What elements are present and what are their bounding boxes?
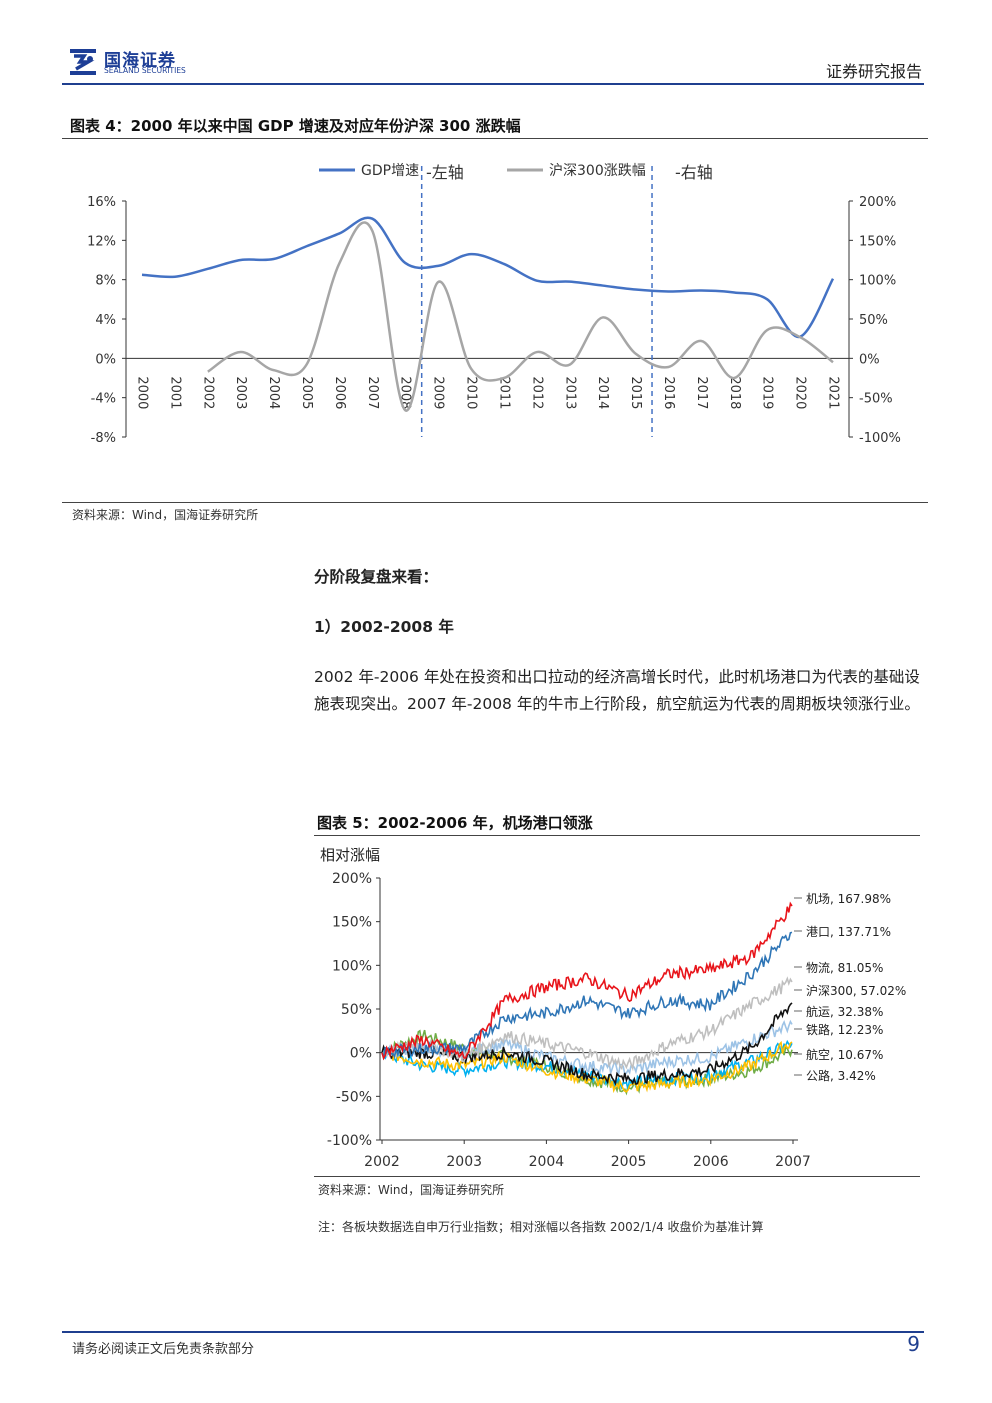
end-label: 物流, 81.05% — [806, 961, 883, 975]
x-tick-label: 2012 — [529, 376, 544, 409]
figure5-top-rule — [314, 835, 920, 836]
x-tick-label: 2003 — [233, 376, 248, 409]
figure5-title: 图表 5：2002-2006 年，机场港口领涨 — [317, 814, 593, 832]
y-tick-label: 200% — [332, 871, 372, 887]
legend-axis-label: -左轴 — [426, 163, 464, 182]
x-tick-label: 2017 — [694, 376, 709, 409]
right-tick-label: -100% — [859, 431, 901, 446]
header-rule — [62, 83, 924, 85]
x-tick-label: 2020 — [793, 376, 808, 409]
y-tick-label: -100% — [327, 1133, 372, 1149]
x-tick-label: 2002 — [364, 1154, 400, 1170]
section-paragraph: 2002 年-2006 年处在投资和出口拉动的经济高增长时代，此时机场港口为代表… — [314, 668, 920, 713]
x-tick-label: 2007 — [775, 1154, 811, 1170]
figure5-chart: 相对涨幅 200% 150% 100% 50% 0% -50% -100% 2002 2003 20… — [320, 846, 906, 1170]
x-tick-label: 2010 — [464, 376, 479, 409]
section-heading: 分阶段复盘来看： — [314, 568, 439, 586]
footer-rule — [62, 1331, 924, 1333]
end-label: 沪深300, 57.02% — [806, 984, 906, 998]
section-subheading: 1）2002-2008 年 — [314, 618, 454, 636]
x-tick-label: 2005 — [611, 1154, 647, 1170]
left-tick-label: 4% — [95, 313, 116, 328]
logo-mark-icon — [70, 49, 96, 75]
end-label: 航运, 32.38% — [806, 1004, 883, 1019]
y-tick-label: -50% — [336, 1089, 372, 1105]
left-tick-label: 16% — [87, 195, 116, 210]
company-logo — [68, 47, 193, 77]
x-tick-label: 2015 — [628, 376, 643, 409]
end-label: 铁路, 12.23% — [806, 1022, 883, 1037]
series-line-2 — [207, 221, 834, 412]
x-tick-label: 2009 — [431, 376, 446, 409]
figure4-source: 资料来源：Wind，国海证券研究所 — [72, 508, 259, 522]
series-line-1 — [381, 901, 793, 1061]
left-tick-label: -4% — [91, 392, 116, 407]
x-tick-label: 2003 — [446, 1154, 482, 1170]
figure4-title: 图表 4：2000 年以来中国 GDP 增速及对应年份沪深 300 涨跌幅 — [70, 117, 521, 135]
left-tick-label: 8% — [95, 274, 116, 289]
x-tick-label: 2007 — [365, 376, 380, 409]
x-tick-label: 2001 — [167, 376, 182, 409]
legend-label: GDP增速 — [361, 163, 419, 179]
x-tick-label: 2000 — [135, 376, 150, 409]
x-tick-label: 2002 — [200, 376, 215, 409]
right-tick-label: 200% — [859, 195, 896, 210]
figure4-bottom-rule — [62, 502, 928, 503]
x-tick-label: 2004 — [266, 376, 281, 409]
right-tick-label: -50% — [859, 392, 893, 407]
series-line-2 — [381, 931, 793, 1061]
x-tick-label: 2014 — [595, 376, 610, 409]
end-label: 机场, 167.98% — [806, 892, 891, 906]
x-tick-label: 2021 — [826, 376, 841, 409]
series-line-7 — [381, 1039, 793, 1090]
right-tick-label: 50% — [859, 313, 888, 328]
figure5-bottom-rule — [314, 1176, 920, 1177]
figure5-source: 资料来源：Wind，国海证券研究所 — [318, 1183, 505, 1197]
right-tick-label: 150% — [859, 234, 896, 249]
x-tick-label: 2006 — [693, 1154, 729, 1170]
x-tick-label: 2019 — [760, 376, 775, 409]
y-axis-title: 相对涨幅 — [320, 846, 380, 864]
figure4-chart: 16% 12% 8% 4% 0% -4% -8% 200% 150% 100% 50% 0% -50% -… — [87, 163, 901, 446]
left-tick-label: 0% — [95, 352, 116, 367]
left-tick-label: -8% — [91, 431, 116, 446]
series-line-1 — [141, 216, 835, 338]
report-type: 证券研究报告 — [825, 62, 922, 81]
y-tick-label: 100% — [332, 958, 372, 974]
footer-disclaimer: 请务必阅读正文后免责条款部分 — [72, 1342, 255, 1357]
page-number: 9 — [907, 1332, 920, 1356]
x-tick-label: 2013 — [562, 376, 577, 409]
x-tick-label: 2006 — [332, 376, 347, 409]
right-tick-label: 0% — [859, 352, 880, 367]
logo-subtext: SEALAND SECURITIES — [104, 66, 186, 75]
legend-label: 沪深300涨跌幅 — [549, 163, 646, 179]
x-tick-label: 2016 — [661, 376, 676, 409]
figure4-top-rule — [62, 138, 928, 139]
x-tick-label: 2004 — [529, 1154, 565, 1170]
legend-axis-label: -右轴 — [675, 163, 713, 182]
end-label: 公路, 3.42% — [806, 1068, 876, 1083]
logo-text: 国海证券 — [104, 51, 176, 71]
figure5-note: 注：各板块数据选自申万行业指数；相对涨幅以各指数 2002/1/4 收盘价为基准… — [318, 1220, 764, 1234]
y-tick-label: 150% — [332, 915, 372, 931]
series-line-6 — [381, 1040, 793, 1094]
end-label: 港口, 137.71% — [806, 925, 891, 939]
y-tick-label: 0% — [350, 1046, 372, 1062]
right-tick-label: 100% — [859, 274, 896, 289]
x-tick-label: 2005 — [299, 376, 314, 409]
x-tick-label: 2018 — [727, 376, 742, 409]
x-tick-label: 2011 — [496, 376, 511, 409]
y-tick-label: 50% — [341, 1002, 372, 1018]
end-label: 航空, 10.67% — [806, 1047, 883, 1062]
left-tick-label: 12% — [87, 234, 116, 249]
